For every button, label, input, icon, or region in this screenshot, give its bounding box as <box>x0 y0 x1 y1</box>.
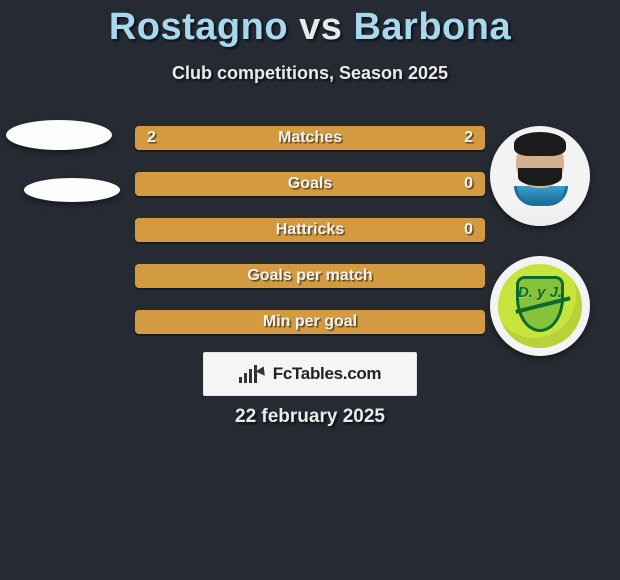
site-name: FcTables.com <box>273 364 382 384</box>
snapshot-date: 22 february 2025 <box>0 406 620 428</box>
stat-row: 2 Matches 2 <box>135 126 485 150</box>
avatar-beard-shape <box>518 168 562 186</box>
player1-name: Rostagno <box>109 6 288 48</box>
stat-label: Hattricks <box>135 218 485 242</box>
player1-placeholder-icon <box>6 120 112 150</box>
page-title: Rostagno vs Barbona <box>0 0 620 49</box>
stat-label: Min per goal <box>135 310 485 334</box>
player1-club-placeholder-icon <box>24 178 120 202</box>
player2-name: Barbona <box>353 6 511 48</box>
crest-text: D. y J. <box>498 284 582 301</box>
avatar-hair-shape <box>514 132 566 156</box>
stats-table: 2 Matches 2 Goals 0 Hattricks 0 Goals pe… <box>135 126 485 356</box>
stat-row: Min per goal <box>135 310 485 334</box>
stat-right-value: 0 <box>464 172 473 196</box>
chart-icon <box>239 365 257 383</box>
vs-label: vs <box>299 6 342 48</box>
stat-row: Hattricks 0 <box>135 218 485 242</box>
crest-circle-shape: D. y J. <box>498 264 582 348</box>
branding-badge: FcTables.com <box>203 352 417 396</box>
stat-label: Goals per match <box>135 264 485 288</box>
stat-right-value: 2 <box>464 126 473 150</box>
stat-right-value: 0 <box>464 218 473 242</box>
arrow-up-icon <box>256 364 268 375</box>
player2-avatar <box>490 126 590 226</box>
stat-label: Goals <box>135 172 485 196</box>
player2-club-crest: D. y J. <box>490 256 590 356</box>
stat-row: Goals 0 <box>135 172 485 196</box>
stat-label: Matches <box>135 126 485 150</box>
stat-row: Goals per match <box>135 264 485 288</box>
competition-subtitle: Club competitions, Season 2025 <box>0 63 620 84</box>
comparison-card: { "title": { "player1": "Rostagno", "vs"… <box>0 0 620 580</box>
